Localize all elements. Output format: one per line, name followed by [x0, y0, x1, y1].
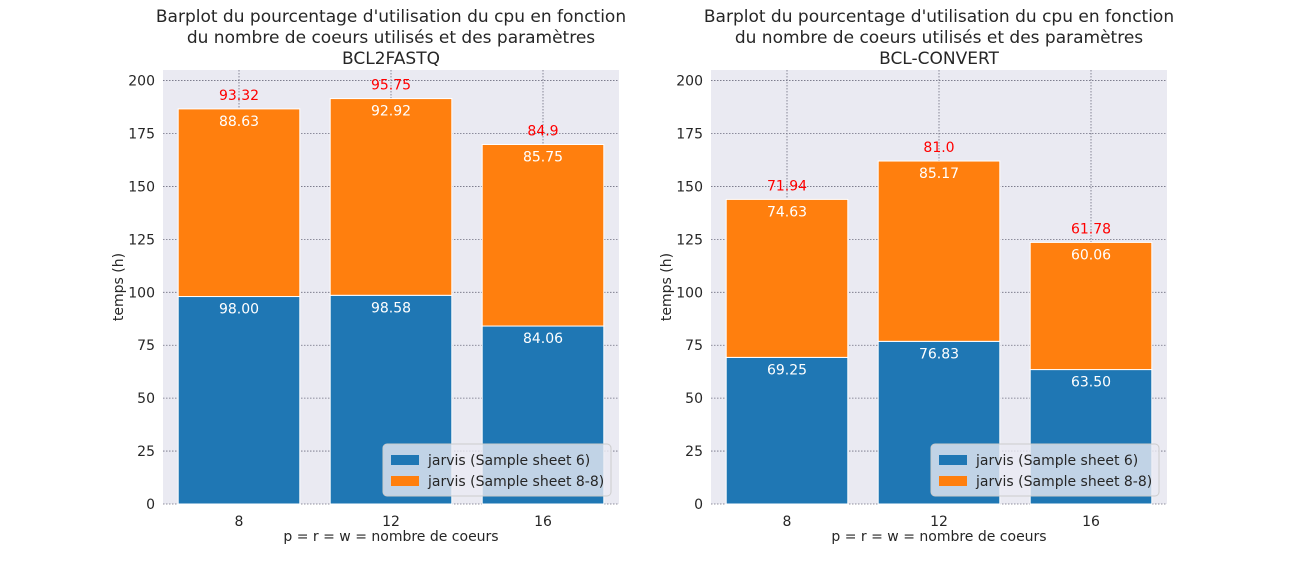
chart1-ylabel: temps (h) — [111, 253, 127, 321]
chart1-xtick-2: 16 — [534, 514, 552, 530]
chart2-bar-label-s1-8: 69.25 — [767, 362, 807, 378]
chart1-ytick-4: 100 — [128, 285, 155, 301]
chart2: 69.25 74.63 71.94 76.83 85.17 81.0 63.50 60.06 6… — [659, 7, 1174, 545]
chart2-xlabel: p = r = w = nombre de coeurs — [831, 529, 1046, 545]
chart2-bar-s1-8 — [725, 356, 849, 505]
chart1-bar-label-s2-8: 88.63 — [219, 114, 259, 130]
chart1-ytick-3: 75 — [137, 338, 155, 354]
chart2-ytick-8: 200 — [676, 74, 703, 90]
chart2-bar-s2-8 — [725, 198, 849, 358]
chart1-xlabel: p = r = w = nombre de coeurs — [283, 529, 498, 545]
chart1-title-line-2: du nombre de coeurs utilisés et des para… — [187, 28, 595, 48]
chart2-bar-label-s1-16: 63.50 — [1071, 375, 1111, 391]
chart2-xtick-0: 8 — [783, 514, 792, 530]
chart2-ytick-3: 75 — [685, 338, 703, 354]
chart2-bar-label-s1-12: 76.83 — [919, 346, 959, 362]
chart1-bar-label-s2-12: 92.92 — [371, 104, 411, 120]
chart2-title-line-2: du nombre de coeurs utilisés et des para… — [735, 28, 1143, 48]
chart1-ytick-2: 50 — [137, 391, 155, 407]
chart1-legend-label-2: jarvis (Sample sheet 8-8) — [427, 474, 604, 490]
chart2-legend-label-2: jarvis (Sample sheet 8-8) — [975, 474, 1152, 490]
chart2-title-line-3: BCL-CONVERT — [879, 49, 999, 69]
chart1-legend-swatch-2 — [391, 476, 419, 486]
chart2-bar-label-s2-16: 60.06 — [1071, 247, 1111, 263]
chart2-title-line-1: Barplot du pourcentage d'utilisation du … — [704, 7, 1174, 27]
chart1-bar-label-s1-8: 98.00 — [219, 302, 259, 318]
chart1-ytick-7: 175 — [128, 127, 155, 143]
chart2-top-label-16: 61.78 — [1071, 221, 1111, 237]
chart1-legend-swatch-1 — [391, 455, 419, 465]
chart2-ytick-5: 125 — [676, 232, 703, 248]
chart1-bar-s2-8 — [177, 108, 301, 298]
chart1-bar-label-s1-16: 84.06 — [523, 331, 563, 347]
chart1-ytick-8: 200 — [128, 74, 155, 90]
chart2-bar-s2-12 — [877, 160, 1001, 342]
chart2-xtick-1: 12 — [930, 514, 948, 530]
chart2-ytick-6: 150 — [676, 179, 703, 195]
chart2-bar-label-s2-12: 85.17 — [919, 166, 959, 182]
chart2-legend-label-1: jarvis (Sample sheet 6) — [975, 453, 1138, 469]
chart2-ytick-1: 25 — [685, 444, 703, 460]
chart2-legend-swatch-1 — [939, 455, 967, 465]
chart1-title-line-1: Barplot du pourcentage d'utilisation du … — [156, 7, 626, 27]
chart1-xtick-1: 12 — [382, 514, 400, 530]
chart2-ylabel: temps (h) — [659, 253, 675, 321]
chart1-legend — [382, 443, 612, 497]
chart1-legend-label-1: jarvis (Sample sheet 6) — [427, 453, 590, 469]
chart1-bar-s1-8 — [177, 296, 301, 505]
chart2-top-label-12: 81.0 — [923, 140, 954, 156]
chart1-xtick-0: 8 — [235, 514, 244, 530]
chart2-ytick-7: 175 — [676, 127, 703, 143]
chart1-ytick-1: 25 — [137, 444, 155, 460]
chart1-title-line-3: BCL2FASTQ — [342, 49, 440, 69]
chart2-legend-swatch-2 — [939, 476, 967, 486]
chart1-bar-s2-16 — [481, 143, 605, 327]
chart1-bar-label-s1-12: 98.58 — [371, 300, 411, 316]
chart2-ytick-2: 50 — [685, 391, 703, 407]
chart1-top-label-8: 93.32 — [219, 88, 259, 104]
chart1-top-label-16: 84.9 — [527, 123, 558, 139]
chart1-ytick-6: 150 — [128, 179, 155, 195]
chart1-ytick-0: 0 — [146, 497, 155, 513]
chart2-bar-s2-16 — [1029, 241, 1153, 371]
chart1-ytick-5: 125 — [128, 232, 155, 248]
chart2-legend — [930, 443, 1160, 497]
chart1-bar-label-s2-16: 85.75 — [523, 149, 563, 165]
chart1-top-label-12: 95.75 — [371, 78, 411, 94]
chart2-bar-label-s2-8: 74.63 — [767, 204, 807, 220]
chart1-bar-s2-12 — [329, 98, 453, 296]
chart2-top-label-8: 71.94 — [767, 178, 807, 194]
chart2-ytick-0: 0 — [694, 497, 703, 513]
chart1: 98.00 88.63 93.32 98.58 92.92 95.75 84.06 85.75… — [111, 7, 626, 545]
chart2-xtick-2: 16 — [1082, 514, 1100, 530]
chart2-ytick-4: 100 — [676, 285, 703, 301]
